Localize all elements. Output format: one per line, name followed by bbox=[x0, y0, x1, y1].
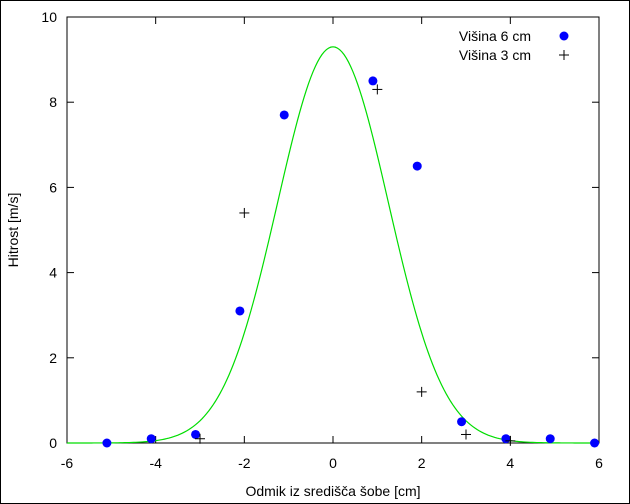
data-point-circle bbox=[368, 76, 378, 86]
y-tick-label: 4 bbox=[49, 265, 57, 281]
x-tick-label: 0 bbox=[329, 455, 337, 471]
y-tick-label: 10 bbox=[41, 9, 57, 25]
data-point-circle bbox=[146, 434, 156, 444]
x-tick-label: -6 bbox=[61, 455, 74, 471]
data-point-circle bbox=[102, 438, 112, 448]
data-point-circle bbox=[501, 434, 511, 444]
data-point-plus bbox=[505, 435, 516, 446]
legend-marker-circle bbox=[559, 31, 569, 41]
x-tick-label: -2 bbox=[238, 455, 251, 471]
legend-label: Višina 6 cm bbox=[459, 28, 531, 44]
y-tick-label: 0 bbox=[49, 435, 57, 451]
y-tick-label: 8 bbox=[49, 94, 57, 110]
data-point-plus bbox=[195, 433, 205, 444]
data-point-plus bbox=[416, 386, 427, 397]
x-tick-label: -4 bbox=[149, 455, 162, 471]
x-tick-label: 4 bbox=[506, 455, 514, 471]
data-point-plus bbox=[461, 429, 471, 440]
data-point-plus bbox=[239, 207, 250, 218]
data-point-circle bbox=[590, 438, 600, 448]
data-point-circle bbox=[191, 429, 201, 439]
x-axis-label: Odmik iz središča šobe [cm] bbox=[245, 483, 420, 499]
data-point-plus bbox=[372, 84, 383, 95]
data-point-circle bbox=[545, 434, 555, 444]
legend: Višina 6 cm Višina 3 cm bbox=[459, 28, 569, 63]
y-tick-label: 6 bbox=[49, 179, 57, 195]
y-tick-label: 2 bbox=[49, 350, 57, 366]
y-axis-label: Hitrost [m/s] bbox=[5, 193, 21, 268]
x-tick-label: 2 bbox=[418, 455, 426, 471]
data-point-circle bbox=[412, 161, 422, 171]
data-points bbox=[102, 76, 600, 448]
x-tick-label: 6 bbox=[595, 455, 603, 471]
data-point-circle bbox=[279, 110, 289, 120]
data-point-circle bbox=[235, 306, 245, 316]
legend-marker-plus bbox=[559, 50, 569, 60]
data-point-circle bbox=[457, 417, 467, 427]
legend-label: Višina 3 cm bbox=[459, 47, 531, 63]
